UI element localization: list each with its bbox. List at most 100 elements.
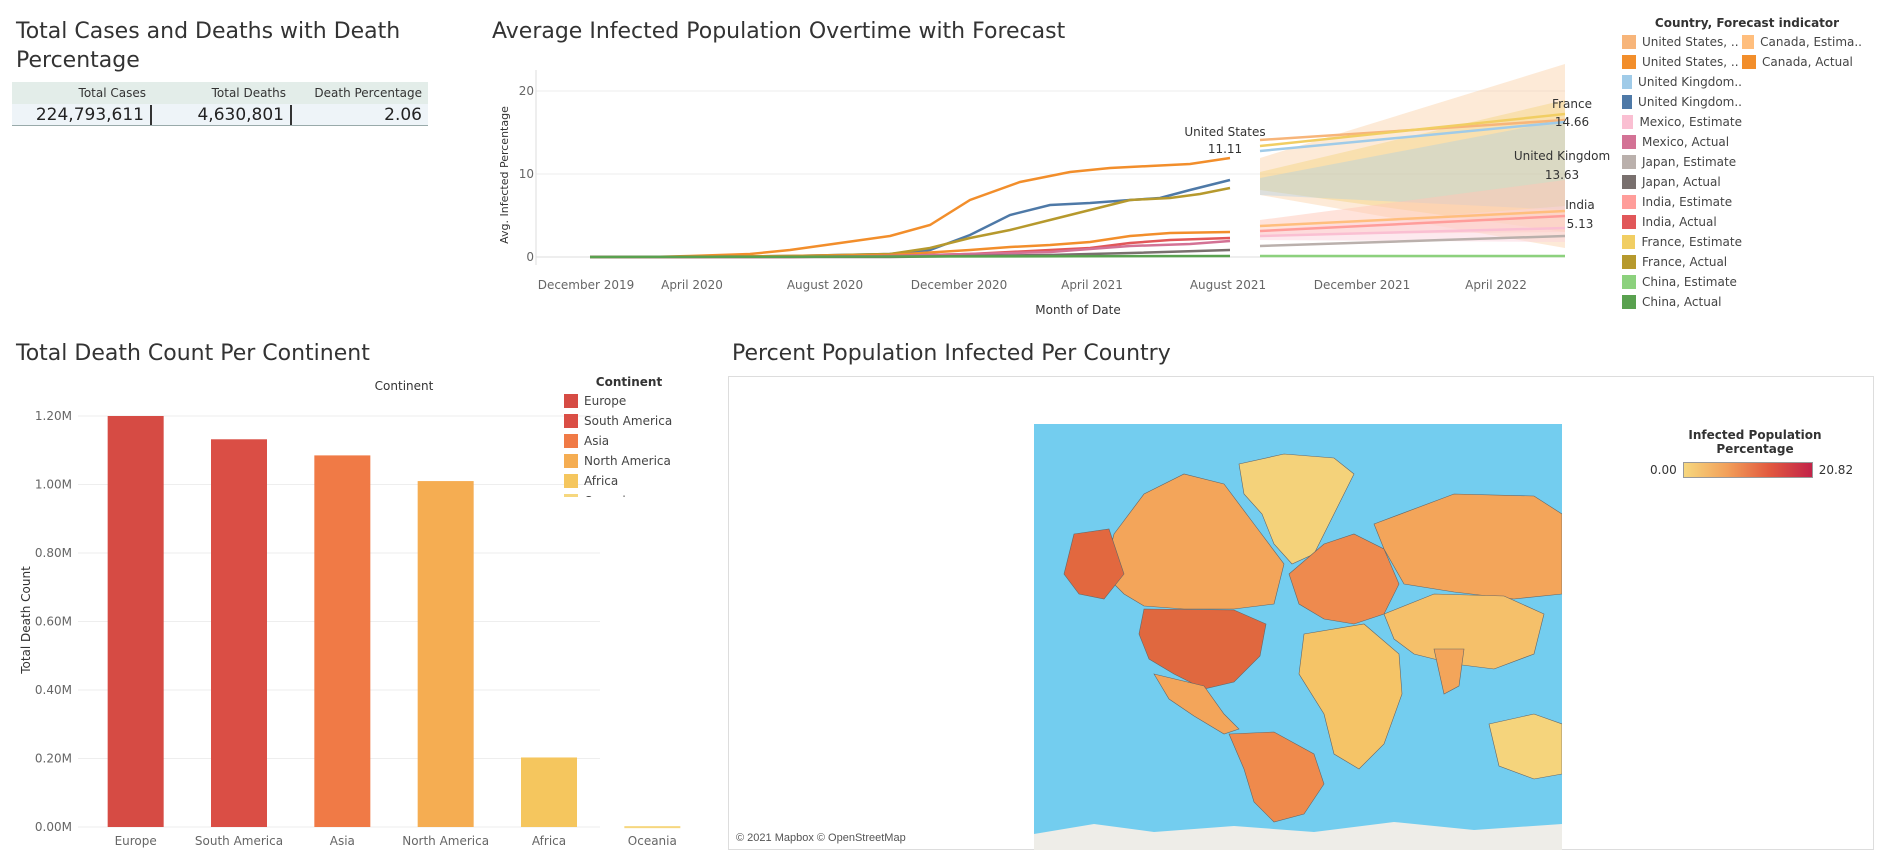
death-percentage-value[interactable]: 2.06 [384,104,422,125]
legend-swatch [1742,35,1755,49]
bar-europe[interactable] [107,416,164,827]
annotation-france-label: France [1552,97,1592,111]
total-deaths-value[interactable]: 4,630,801 [152,104,292,125]
africa-shape[interactable] [1298,623,1403,770]
bar-south-america[interactable] [211,439,267,827]
map-legend[interactable]: Infected Population Percentage 0.00 20.8… [1650,428,1860,478]
france-estimate-line[interactable] [1259,112,1566,148]
death-count-bar-chart[interactable]: Continent Total Death Count 0.00M 0.20M 0.… [14,372,726,858]
kpi-header-row: Total Cases Total Deaths Death Percentag… [12,82,428,104]
kpi-value-row[interactable]: 224,793,611 4,630,801 2.06 [12,104,428,126]
y-tick-label: 0 [526,250,534,264]
legend-item[interactable]: Japan, Estimate [1622,152,1742,172]
annotation-france-value: 14.66 [1555,115,1589,129]
legend-swatch [1622,255,1636,269]
legend-label: United Kingdom.. [1638,95,1742,109]
canada-estimate-line[interactable] [1259,209,1566,228]
usa-shape[interactable] [1138,608,1267,690]
x-tick-label: North America [402,834,489,848]
mexico-shape[interactable] [1153,673,1240,735]
continent-legend[interactable]: Continent Europe South America Asia North A… [564,375,694,497]
us-actual-line[interactable] [590,156,1231,259]
legend-item[interactable]: Japan, Actual [1622,172,1742,192]
legend-label: France, Estimate [1641,235,1742,249]
legend-item[interactable]: North America [564,451,694,471]
legend-item[interactable]: Europe [564,391,694,411]
legend-swatch [564,434,578,448]
bar-asia[interactable] [314,455,371,827]
legend-label: India, Estimate [1642,195,1733,209]
legend-label: Canada, Actual [1762,55,1853,69]
forecast-legend-title: Country, Forecast indicator [1654,16,1840,30]
legend-item[interactable]: Africa [564,471,694,491]
mexico-estimate-line[interactable] [1259,226,1566,238]
asia-shape[interactable] [1383,593,1545,670]
legend-item[interactable]: France, Estimate [1622,232,1742,252]
legend-swatch [1622,55,1636,69]
india-shape[interactable] [1433,648,1465,695]
annotation-us-value: 11.11 [1208,142,1242,156]
kpi-table[interactable]: Total Cases Total Deaths Death Percentag… [12,82,428,126]
legend-item[interactable]: France, Actual [1622,252,1742,272]
legend-label: Japan, Actual [1642,175,1721,189]
legend-item[interactable]: China, Actual [1622,292,1742,312]
world-choropleth-map[interactable] [1034,424,1562,850]
canada-shape[interactable] [1103,473,1285,610]
x-tick-label: April 2020 [661,278,723,292]
legend-label: Mexico, Actual [1642,135,1730,149]
x-tick-label: Oceania [628,834,677,848]
china-actual-line[interactable] [589,254,1231,259]
legend-item[interactable]: Mexico, Actual [1622,132,1742,152]
legend-item[interactable]: United States, .. [1622,52,1742,72]
legend-item[interactable]: United Kingdom.. [1622,92,1742,112]
legend-swatch [1622,135,1636,149]
death-percentage-header: Death Percentage [314,86,422,100]
japan-estimate-line[interactable] [1259,234,1566,248]
continent-legend-title: Continent [595,375,663,389]
annotation-india-value: 5.13 [1567,217,1594,231]
legend-swatch [564,454,578,468]
legend-label: Canada, Estima.. [1760,35,1862,49]
total-cases-value[interactable]: 224,793,611 [12,104,152,125]
y-axis-title: Total Death Count [19,566,33,675]
legend-swatch [1742,55,1756,69]
bar-oceania[interactable] [624,826,681,829]
legend-item[interactable]: Canada, Actual [1742,52,1862,72]
india-estimate-line[interactable] [1259,214,1566,233]
map-attribution[interactable]: © 2021 Mapbox © OpenStreetMap [736,832,906,844]
x-tick-label: August 2021 [1190,278,1266,292]
legend-label: Oceania [584,494,633,497]
x-tick-label: August 2020 [787,278,863,292]
australia-shape[interactable] [1488,713,1562,780]
y-axis-title: Avg. Infected Percentage [498,106,511,244]
legend-swatch [564,474,578,488]
y-tick-label: 0.80M [35,546,72,560]
y-tick-label: 0.60M [35,615,72,629]
uk-estimate-line[interactable] [1259,120,1566,153]
legend-item[interactable]: United States, .. [1622,32,1742,52]
forecast-legend-column: United States, .. United States, .. United… [1622,32,1742,312]
legend-item[interactable]: India, Estimate [1622,192,1742,212]
europe-shape[interactable] [1288,533,1400,625]
legend-item[interactable]: China, Estimate [1622,272,1742,292]
legend-label: Asia [584,434,610,448]
bar-chart-title: Total Death Count Per Continent [16,341,370,366]
russia-shape[interactable] [1373,493,1562,600]
alaska-shape[interactable] [1063,528,1125,600]
legend-item[interactable]: Oceania [564,491,694,497]
legend-item[interactable]: India, Actual [1622,212,1742,232]
forecast-legend[interactable]: Country, Forecast indicator United State… [1622,16,1872,312]
legend-item[interactable]: Mexico, Estimate [1622,112,1742,132]
legend-swatch [1622,75,1633,89]
legend-item[interactable]: United Kingdom.. [1622,72,1742,92]
legend-item[interactable]: Asia [564,431,694,451]
y-tick-label: 1.20M [35,409,72,423]
bar-africa[interactable] [521,757,577,827]
forecast-line-chart[interactable]: 20 10 0 Avg. Infected Percentage Decembe… [490,60,1610,330]
legend-swatch [564,414,578,428]
bar-north-america[interactable] [417,481,474,827]
legend-swatch [1622,95,1633,109]
legend-item[interactable]: South America [564,411,694,431]
south-america-shape[interactable] [1228,731,1325,823]
legend-item[interactable]: Canada, Estima.. [1742,32,1862,52]
